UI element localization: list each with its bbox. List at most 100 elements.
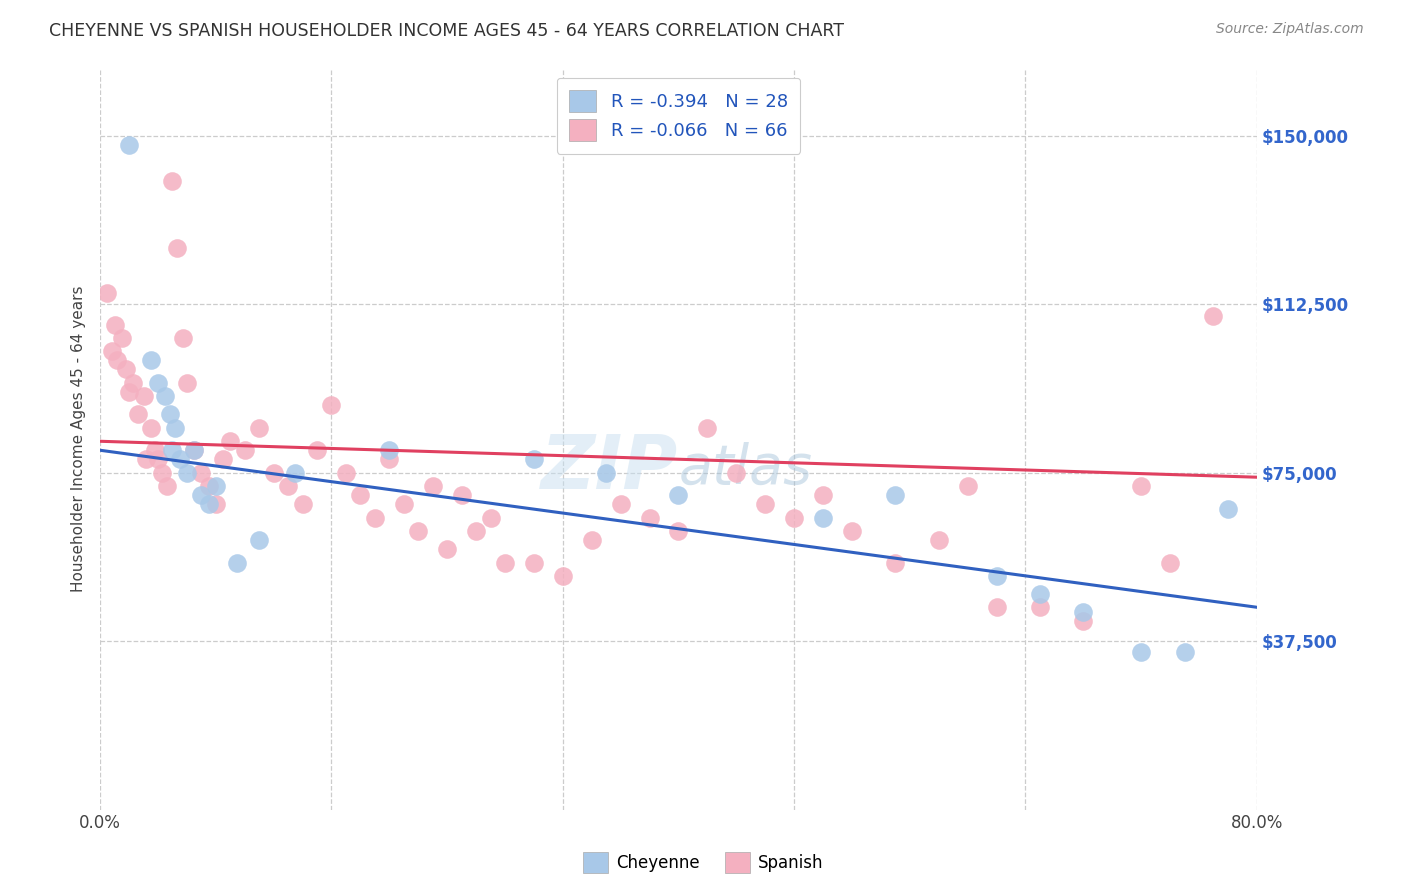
Point bbox=[96, 286, 118, 301]
Point bbox=[176, 376, 198, 390]
Point bbox=[212, 452, 235, 467]
Point bbox=[551, 569, 574, 583]
Point bbox=[668, 524, 690, 538]
Point bbox=[150, 466, 173, 480]
Point bbox=[1173, 645, 1195, 659]
Point bbox=[226, 556, 249, 570]
Point bbox=[422, 479, 444, 493]
Point bbox=[305, 443, 328, 458]
Point bbox=[156, 479, 179, 493]
Point bbox=[811, 488, 834, 502]
Point bbox=[1202, 309, 1225, 323]
Point bbox=[183, 443, 205, 458]
Point bbox=[378, 443, 401, 458]
Point bbox=[219, 434, 242, 449]
Point bbox=[523, 452, 546, 467]
Point bbox=[406, 524, 429, 538]
Point bbox=[111, 331, 134, 345]
Point bbox=[115, 362, 138, 376]
Point bbox=[668, 488, 690, 502]
Point bbox=[118, 384, 141, 399]
Point bbox=[884, 488, 907, 502]
Point bbox=[103, 318, 125, 332]
Point bbox=[725, 466, 748, 480]
Point bbox=[884, 556, 907, 570]
Point bbox=[247, 421, 270, 435]
Point bbox=[100, 344, 122, 359]
Point bbox=[450, 488, 472, 502]
Point bbox=[956, 479, 979, 493]
Point bbox=[364, 510, 387, 524]
Point bbox=[479, 510, 502, 524]
Y-axis label: Householder Income Ages 45 - 64 years: Householder Income Ages 45 - 64 years bbox=[72, 285, 86, 592]
Text: ZIP: ZIP bbox=[541, 432, 679, 505]
Point bbox=[465, 524, 488, 538]
Point bbox=[378, 452, 401, 467]
Point bbox=[166, 241, 188, 255]
Text: Source: ZipAtlas.com: Source: ZipAtlas.com bbox=[1216, 22, 1364, 37]
Point bbox=[135, 452, 157, 467]
Point bbox=[176, 466, 198, 480]
Point bbox=[143, 443, 166, 458]
Text: atlas: atlas bbox=[679, 442, 813, 495]
Point bbox=[754, 497, 776, 511]
Point bbox=[162, 174, 184, 188]
Point bbox=[139, 421, 162, 435]
Point bbox=[841, 524, 863, 538]
Point bbox=[335, 466, 357, 480]
Legend: Cheyenne, Spanish: Cheyenne, Spanish bbox=[576, 846, 830, 880]
Point bbox=[392, 497, 415, 511]
Point bbox=[204, 479, 226, 493]
Point bbox=[233, 443, 256, 458]
Point bbox=[197, 497, 219, 511]
Point bbox=[118, 137, 141, 152]
Point bbox=[783, 510, 806, 524]
Point bbox=[146, 376, 169, 390]
Point bbox=[284, 466, 307, 480]
Point bbox=[190, 466, 212, 480]
Point bbox=[638, 510, 661, 524]
Point bbox=[107, 353, 129, 368]
Point bbox=[928, 533, 950, 547]
Point bbox=[494, 556, 516, 570]
Point bbox=[595, 466, 617, 480]
Point bbox=[1073, 614, 1095, 628]
Point bbox=[1029, 600, 1052, 615]
Point bbox=[132, 389, 155, 403]
Point bbox=[581, 533, 603, 547]
Point bbox=[263, 466, 285, 480]
Point bbox=[1216, 501, 1239, 516]
Point bbox=[277, 479, 299, 493]
Point bbox=[165, 421, 187, 435]
Point bbox=[139, 353, 162, 368]
Point bbox=[291, 497, 314, 511]
Point bbox=[1159, 556, 1181, 570]
Point bbox=[127, 407, 149, 421]
Legend: R = -0.394   N = 28, R = -0.066   N = 66: R = -0.394 N = 28, R = -0.066 N = 66 bbox=[557, 78, 800, 154]
Point bbox=[1073, 605, 1095, 619]
Point bbox=[1029, 587, 1052, 601]
Point bbox=[1130, 479, 1153, 493]
Point bbox=[436, 542, 458, 557]
Point bbox=[696, 421, 718, 435]
Point bbox=[153, 389, 176, 403]
Point bbox=[162, 443, 184, 458]
Point bbox=[122, 376, 145, 390]
Point bbox=[523, 556, 546, 570]
Point bbox=[986, 600, 1008, 615]
Text: CHEYENNE VS SPANISH HOUSEHOLDER INCOME AGES 45 - 64 YEARS CORRELATION CHART: CHEYENNE VS SPANISH HOUSEHOLDER INCOME A… bbox=[49, 22, 844, 40]
Point bbox=[172, 331, 194, 345]
Point bbox=[204, 497, 226, 511]
Point bbox=[169, 452, 191, 467]
Point bbox=[811, 510, 834, 524]
Point bbox=[146, 452, 169, 467]
Point bbox=[321, 398, 343, 412]
Point bbox=[159, 407, 181, 421]
Point bbox=[609, 497, 631, 511]
Point bbox=[247, 533, 270, 547]
Point bbox=[349, 488, 371, 502]
Point bbox=[197, 479, 219, 493]
Point bbox=[183, 443, 205, 458]
Point bbox=[986, 569, 1008, 583]
Point bbox=[190, 488, 212, 502]
